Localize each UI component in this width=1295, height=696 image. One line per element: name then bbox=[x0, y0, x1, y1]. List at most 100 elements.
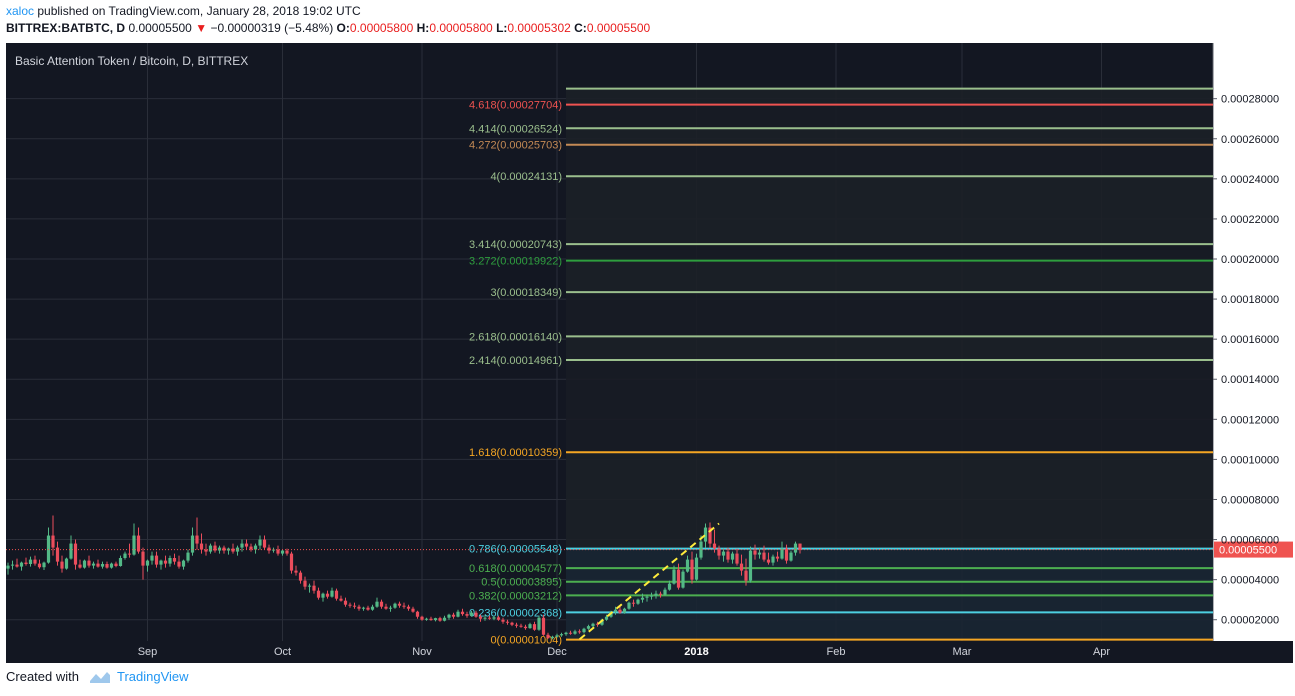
y-tick-label: 0.00010000 bbox=[1221, 454, 1279, 466]
candle-body bbox=[96, 563, 100, 567]
candle-body bbox=[285, 550, 289, 554]
candle bbox=[163, 555, 168, 568]
fib-zone bbox=[566, 595, 1213, 613]
fib-level-label: 3.414(0.00020743) bbox=[469, 239, 562, 251]
candle-body bbox=[429, 618, 433, 621]
candle bbox=[627, 601, 631, 610]
candle bbox=[429, 616, 433, 621]
candle-body bbox=[87, 560, 91, 566]
candle-body bbox=[762, 552, 766, 560]
candle bbox=[213, 541, 217, 553]
candle-body bbox=[217, 547, 222, 551]
candle bbox=[6, 562, 10, 575]
last-price-label: 0.00005500 bbox=[1219, 545, 1277, 557]
candle bbox=[172, 553, 177, 565]
candle bbox=[253, 543, 258, 554]
candle bbox=[330, 587, 334, 598]
candle-body bbox=[411, 608, 415, 612]
fib-level-label: 3.272(0.00019922) bbox=[469, 256, 562, 268]
candle bbox=[325, 590, 330, 599]
candle-body bbox=[51, 535, 55, 548]
chart-header: xaloc published on TradingView.com, Janu… bbox=[6, 3, 650, 37]
candle-body bbox=[618, 609, 622, 613]
y-tick-label: 0.00012000 bbox=[1221, 414, 1279, 426]
candle-body bbox=[739, 563, 744, 571]
candle bbox=[744, 558, 748, 586]
publish-line: xaloc published on TradingView.com, Janu… bbox=[6, 3, 650, 20]
fib-zone bbox=[566, 292, 1213, 337]
fib-zone bbox=[566, 260, 1213, 293]
candle-body bbox=[789, 552, 793, 561]
candle-body bbox=[100, 564, 105, 567]
candle bbox=[168, 555, 172, 567]
candle-body bbox=[541, 617, 546, 635]
y-tick-label: 0.00018000 bbox=[1221, 294, 1279, 306]
candle-body bbox=[357, 606, 361, 609]
candle bbox=[546, 632, 550, 639]
tradingview-link[interactable]: TradingView bbox=[116, 669, 189, 684]
candle bbox=[109, 562, 114, 569]
candle bbox=[271, 547, 276, 553]
candle bbox=[676, 563, 681, 590]
candle-body bbox=[253, 545, 258, 550]
candle bbox=[559, 632, 564, 637]
candle-body bbox=[465, 614, 469, 616]
candle bbox=[460, 608, 465, 616]
fib-level-label: 4(0.00024131) bbox=[490, 171, 562, 183]
candle-body bbox=[208, 545, 213, 552]
candle bbox=[370, 604, 375, 611]
candle-body bbox=[271, 549, 276, 551]
candle-body bbox=[492, 617, 496, 619]
candle-body bbox=[64, 558, 69, 569]
candle-body bbox=[676, 569, 681, 588]
candle-body bbox=[775, 556, 780, 559]
y-tick-label: 0.00008000 bbox=[1221, 494, 1279, 506]
candle bbox=[492, 615, 496, 621]
close-value: 0.00005500 bbox=[586, 21, 651, 35]
candle bbox=[375, 597, 379, 608]
candle-body bbox=[204, 549, 208, 552]
candle bbox=[100, 561, 105, 569]
candle bbox=[771, 554, 775, 566]
author-link[interactable]: xaloc bbox=[6, 4, 35, 18]
candle bbox=[123, 551, 127, 560]
candle-body bbox=[640, 597, 645, 600]
fib-level-label: 1.618(0.00010359) bbox=[469, 447, 562, 459]
candle-body bbox=[60, 561, 64, 569]
candle bbox=[195, 517, 199, 550]
candle-body bbox=[172, 557, 177, 562]
candle bbox=[186, 549, 190, 563]
candle-body bbox=[118, 557, 123, 567]
candle-body bbox=[37, 563, 42, 568]
candle-body bbox=[150, 555, 154, 561]
fib-level-label: 0(0.00001004) bbox=[490, 635, 562, 647]
fib-level-label: 0.236(0.00002368) bbox=[469, 607, 562, 619]
candle bbox=[19, 561, 24, 571]
fib-zone bbox=[566, 336, 1213, 360]
candle-body bbox=[114, 563, 118, 567]
candle-body bbox=[627, 602, 631, 609]
candle-body bbox=[690, 559, 694, 580]
candle bbox=[739, 554, 744, 576]
candle bbox=[24, 557, 28, 566]
candle-body bbox=[672, 569, 676, 584]
fib-level-label: 2.414(0.00014961) bbox=[469, 355, 562, 367]
candle-body bbox=[82, 560, 87, 568]
candle bbox=[231, 543, 235, 554]
quote-line: BITTREX:BATBTC, D 0.00005500 ▼ −0.000003… bbox=[6, 20, 650, 37]
candle bbox=[357, 604, 361, 611]
candle bbox=[762, 545, 766, 562]
candle-body bbox=[249, 546, 253, 550]
candle bbox=[289, 551, 294, 574]
candle-body bbox=[586, 626, 591, 629]
candle-body bbox=[636, 599, 640, 604]
candle bbox=[406, 604, 411, 611]
candle bbox=[343, 597, 348, 607]
candle bbox=[510, 621, 514, 627]
y-tick-labels: 0.00002000 0.00004000 0.00006000 0.00008000… bbox=[1213, 94, 1279, 627]
chart-title: Basic Attention Token / Bitcoin, D, BITT… bbox=[15, 54, 248, 68]
candle-body bbox=[343, 600, 348, 605]
candle-body bbox=[771, 556, 775, 563]
candle-body bbox=[519, 625, 523, 627]
